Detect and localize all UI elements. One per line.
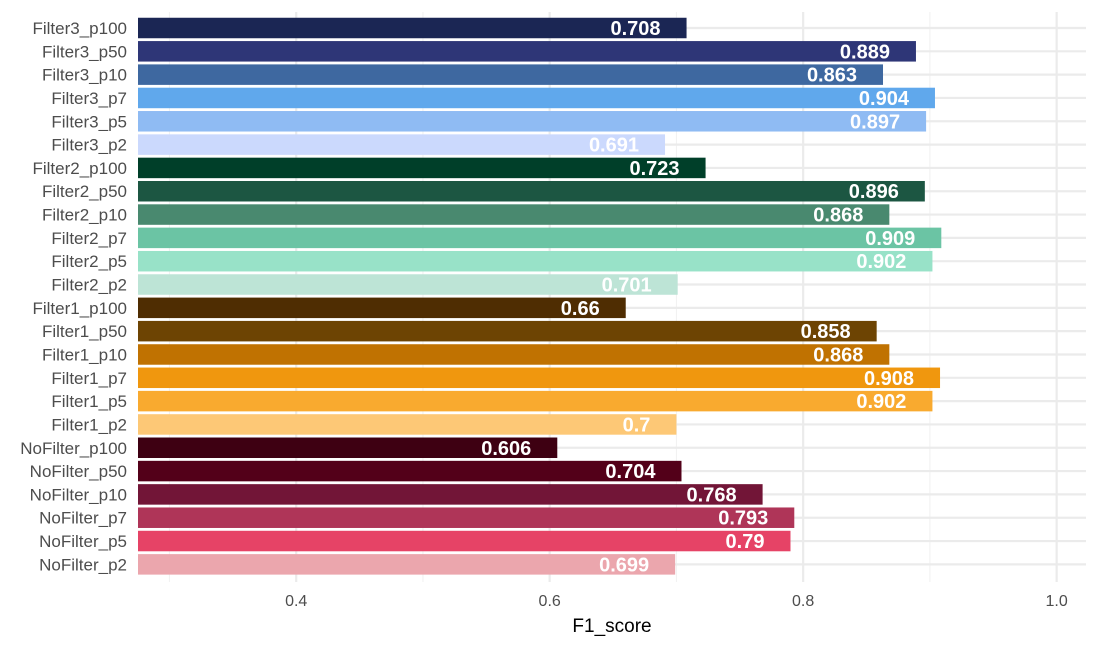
y-tick-label: Filter2_p50 (42, 182, 127, 201)
bar-value-label: 0.704 (605, 461, 656, 483)
bar (138, 367, 941, 389)
y-tick-label: Filter1_p10 (42, 345, 127, 364)
x-tick-label: 0.8 (792, 593, 814, 610)
bar-value-label: 0.66 (561, 298, 600, 320)
bar (138, 17, 687, 39)
bar (138, 344, 890, 365)
bar (138, 320, 877, 342)
bar (138, 87, 935, 109)
bar (138, 250, 933, 272)
bar (138, 204, 890, 225)
bar (138, 274, 678, 295)
bar-value-label: 0.701 (602, 275, 652, 297)
bar-value-label: 0.793 (718, 508, 768, 530)
y-tick-label: Filter3_p100 (32, 19, 127, 38)
bar (138, 530, 791, 552)
x-axis-title: F1_score (572, 616, 651, 637)
bar (138, 134, 666, 155)
bar-value-label: 0.904 (859, 88, 910, 110)
y-tick-label: Filter2_p2 (51, 276, 127, 295)
bar (138, 390, 933, 412)
bar (138, 507, 795, 528)
bar-value-label: 0.858 (801, 321, 851, 343)
bar-value-label: 0.691 (589, 135, 639, 157)
bar-value-label: 0.909 (865, 228, 915, 250)
bar-value-label: 0.868 (813, 205, 863, 227)
y-tick-label: NoFilter_p5 (39, 532, 127, 551)
bar (138, 437, 558, 459)
y-tick-label: Filter2_p10 (42, 206, 127, 225)
y-tick-label: Filter1_p100 (32, 299, 127, 318)
bar-value-label: 0.708 (610, 18, 660, 40)
bar-value-label: 0.863 (807, 65, 857, 87)
x-tick-label: 1.0 (1046, 593, 1068, 610)
bar-value-label: 0.902 (856, 391, 906, 413)
bar-value-label: 0.896 (849, 181, 899, 203)
y-tick-label: Filter3_p7 (51, 89, 127, 108)
bar-value-label: 0.79 (726, 531, 765, 553)
bar (138, 157, 706, 179)
y-tick-label: NoFilter_p2 (39, 555, 127, 574)
y-tick-label: Filter2_p100 (32, 159, 127, 178)
y-tick-label: Filter1_p5 (51, 392, 127, 411)
y-tick-label: Filter1_p2 (51, 415, 127, 434)
bar-value-label: 0.902 (856, 251, 906, 273)
bar (138, 460, 682, 482)
bar-value-label: 0.889 (840, 41, 890, 63)
bar (138, 64, 884, 85)
bar-value-label: 0.699 (599, 554, 649, 576)
bar-value-label: 0.908 (864, 368, 914, 390)
y-axis-tick-labels: Filter3_p100 Filter3_p50 Filter3_p10 Filter… (20, 19, 127, 574)
bar-value-label: 0.723 (630, 158, 680, 180)
bar (138, 414, 677, 435)
y-tick-label: NoFilter_p7 (39, 509, 127, 528)
bar-value-label: 0.897 (850, 111, 900, 133)
x-tick-label: 0.6 (539, 593, 561, 610)
y-tick-label: Filter1_p7 (51, 369, 127, 388)
bar (138, 227, 942, 249)
y-tick-label: Filter2_p7 (51, 229, 127, 248)
bar (138, 41, 916, 62)
y-tick-label: Filter3_p2 (51, 136, 127, 155)
bar-value-label: 0.7 (623, 414, 651, 436)
bar (138, 297, 626, 319)
y-tick-label: NoFilter_p10 (30, 485, 127, 504)
bar (138, 554, 676, 575)
y-tick-label: NoFilter_p100 (20, 439, 127, 458)
bar (138, 111, 927, 132)
y-tick-label: NoFilter_p50 (30, 462, 127, 481)
bar (138, 180, 925, 202)
bar-value-label: 0.768 (687, 484, 737, 506)
y-tick-label: Filter3_p10 (42, 66, 127, 85)
bar (138, 484, 763, 505)
bar-value-label: 0.868 (813, 344, 863, 366)
y-tick-label: Filter1_p50 (42, 322, 127, 341)
x-axis-tick-labels: 0.4 0.6 0.8 1.0 (285, 593, 1068, 610)
y-tick-label: Filter2_p5 (51, 252, 127, 271)
bar-value-label: 0.606 (481, 438, 531, 460)
x-tick-label: 0.4 (285, 593, 307, 610)
y-tick-label: Filter3_p50 (42, 42, 127, 61)
y-tick-label: Filter3_p5 (51, 112, 127, 131)
